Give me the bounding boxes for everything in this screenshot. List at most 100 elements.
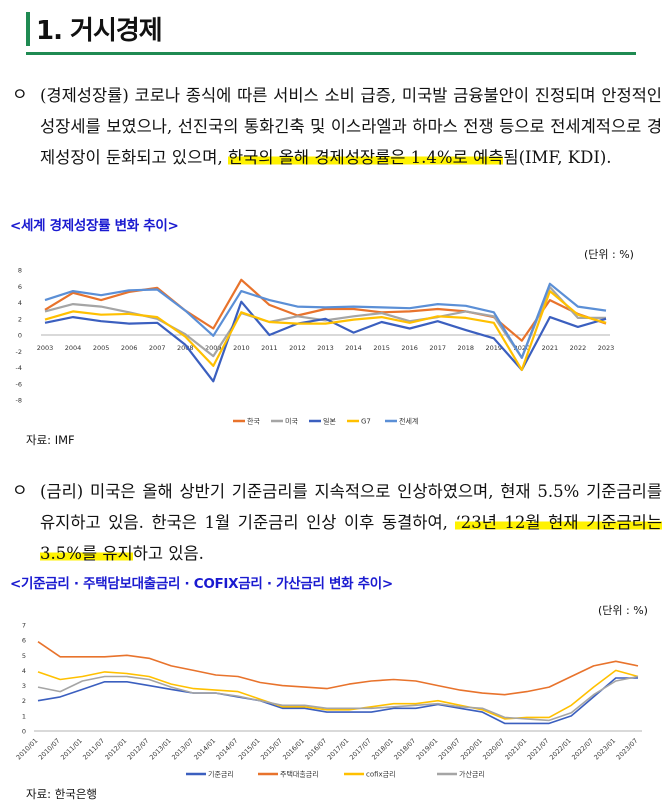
legend-label: G7 bbox=[361, 418, 371, 426]
legend-label: 가산금리 bbox=[459, 770, 485, 779]
chart2-source: 자료: 한국은행 bbox=[26, 787, 98, 801]
x-tick-label: 2012/01 bbox=[104, 737, 129, 762]
x-tick-label: 2013/07 bbox=[170, 737, 195, 762]
page-title: 1. 거시경제 bbox=[36, 16, 163, 46]
x-tick-label: 2008 bbox=[177, 344, 194, 352]
legend-label: 미국 bbox=[285, 417, 298, 426]
x-tick-label: 2018/01 bbox=[370, 737, 395, 762]
legend-label: 한국 bbox=[247, 418, 260, 426]
title-accent-bar bbox=[26, 12, 30, 46]
x-tick-label: 2023/01 bbox=[592, 737, 617, 762]
x-tick-label: 2016 bbox=[401, 344, 418, 352]
x-tick-label: 2011/01 bbox=[59, 737, 84, 762]
paragraph-rates-text: (금리) 미국은 올해 상반기 기준금리를 지속적으로 인상하였으며, 현재 5… bbox=[40, 476, 662, 569]
y-tick-label: -4 bbox=[16, 364, 22, 372]
x-tick-label: 2016/01 bbox=[281, 737, 306, 762]
x-tick-label: 2012 bbox=[289, 344, 306, 352]
x-tick-label: 2013 bbox=[317, 344, 334, 352]
x-tick-label: 2004 bbox=[65, 344, 82, 352]
series-line-기준금리 bbox=[37, 677, 638, 725]
x-tick-label: 2017/07 bbox=[348, 737, 373, 762]
x-tick-label: 2016/07 bbox=[304, 737, 329, 762]
series-line-일본 bbox=[44, 300, 607, 383]
x-tick-label: 2021/07 bbox=[526, 737, 551, 762]
chart1-source: 자료: IMF bbox=[26, 433, 75, 447]
x-tick-label: 2010/01 bbox=[15, 737, 40, 762]
x-tick-label: 2019 bbox=[486, 344, 503, 352]
rates-chart: 012345672010/012010/072011/012011/072012… bbox=[15, 622, 642, 779]
y-tick-label: 6 bbox=[18, 283, 22, 291]
y-tick-label: 5 bbox=[22, 652, 26, 660]
x-tick-label: 2023/07 bbox=[615, 737, 640, 762]
y-tick-label: 2 bbox=[22, 697, 26, 705]
x-tick-label: 2010/07 bbox=[37, 737, 62, 762]
y-tick-label: 4 bbox=[22, 667, 26, 675]
x-tick-label: 2014 bbox=[345, 344, 362, 352]
x-tick-label: 2022/07 bbox=[570, 737, 595, 762]
legend-label: 주택대출금리 bbox=[280, 770, 319, 779]
y-tick-label: 3 bbox=[22, 682, 26, 690]
chart2-unit: (단위 : %) bbox=[598, 604, 648, 617]
y-tick-label: 0 bbox=[22, 728, 26, 736]
rates-text: (금리) 미국은 올해 상반기 기준금리를 지속적으로 인상하였으며, 현재 5… bbox=[40, 482, 662, 532]
y-tick-label: -2 bbox=[16, 348, 22, 356]
x-tick-label: 2020/07 bbox=[481, 737, 506, 762]
x-tick-label: 2012/07 bbox=[126, 737, 151, 762]
legend-label: 기준금리 bbox=[208, 770, 234, 779]
y-tick-label: 1 bbox=[22, 712, 26, 720]
x-tick-label: 2022/01 bbox=[548, 737, 573, 762]
legend-label: 전세계 bbox=[399, 417, 418, 426]
x-tick-label: 2019/07 bbox=[437, 737, 462, 762]
series-line-G7 bbox=[44, 289, 607, 372]
y-tick-label: 4 bbox=[18, 299, 22, 307]
legend-label: cofix금리 bbox=[366, 770, 396, 779]
x-tick-label: 2019/01 bbox=[415, 737, 440, 762]
rates-text-end: 하고 있음. bbox=[132, 544, 204, 563]
chart1-unit: (단위 : %) bbox=[584, 248, 634, 261]
x-tick-label: 2007 bbox=[149, 344, 166, 352]
x-tick-label: 2018 bbox=[457, 344, 474, 352]
growth-text-end: 됨(IMF, KDI). bbox=[503, 148, 612, 167]
series-line-cofix금리 bbox=[37, 669, 639, 720]
x-tick-label: 2022 bbox=[570, 344, 587, 352]
x-tick-label: 2011/07 bbox=[81, 737, 106, 762]
series-line-가산금리 bbox=[37, 675, 639, 722]
y-tick-label: -8 bbox=[16, 397, 22, 405]
series-line-전세계 bbox=[44, 282, 607, 359]
bullet-icon: ㅇ bbox=[12, 481, 28, 501]
chart1-title: <세계 경제성장률 변화 추이> bbox=[10, 218, 179, 234]
x-tick-label: 2010 bbox=[233, 344, 250, 352]
x-tick-label: 2021 bbox=[542, 344, 559, 352]
title-underline bbox=[26, 52, 636, 55]
x-tick-label: 2009 bbox=[205, 344, 222, 352]
section-title: 1. 거시경제 bbox=[26, 6, 636, 55]
series-line-한국 bbox=[44, 278, 607, 342]
y-tick-label: 2 bbox=[18, 315, 22, 323]
x-tick-label: 2014/07 bbox=[215, 737, 240, 762]
x-tick-label: 2006 bbox=[121, 344, 138, 352]
x-tick-label: 2013/01 bbox=[148, 737, 173, 762]
y-tick-label: 0 bbox=[18, 332, 22, 340]
x-tick-label: 2005 bbox=[93, 344, 110, 352]
y-tick-label: 7 bbox=[22, 622, 26, 630]
x-tick-label: 2015/07 bbox=[259, 737, 284, 762]
series-line-주택대출금리 bbox=[37, 641, 639, 696]
x-tick-label: 2017 bbox=[429, 344, 446, 352]
x-tick-label: 2020 bbox=[514, 344, 531, 352]
y-tick-label: 6 bbox=[22, 637, 26, 645]
growth-highlight: 한국의 올해 경제성장률은 1.4%로 예측 bbox=[227, 148, 504, 167]
x-tick-label: 2021/01 bbox=[504, 737, 529, 762]
bullet-icon: ㅇ bbox=[12, 85, 28, 105]
x-tick-label: 2015 bbox=[373, 344, 390, 352]
x-tick-label: 2023 bbox=[598, 344, 615, 352]
x-tick-label: 2018/07 bbox=[392, 737, 417, 762]
growth-text: (경제성장률) 코로나 종식에 따른 서비스 소비 급증, 미국발 금융불안이 … bbox=[40, 86, 662, 167]
paragraph-growth-text: (경제성장률) 코로나 종식에 따른 서비스 소비 급증, 미국발 금융불안이 … bbox=[40, 80, 662, 173]
y-tick-label: -6 bbox=[16, 380, 22, 388]
x-tick-label: 2003 bbox=[37, 344, 54, 352]
x-tick-label: 2014/01 bbox=[192, 737, 217, 762]
chart2-title: <기준금리 · 주택담보대출금리 · COFIX금리 · 가산금리 변화 추이> bbox=[10, 576, 393, 592]
legend-label: 일본 bbox=[323, 417, 336, 426]
growth-chart: -8 -6 -4 -2 0 2 4 6 8 2003 2004 2005 2006 2007 2008 200… bbox=[16, 267, 615, 426]
x-tick-label: 2011 bbox=[261, 344, 278, 352]
